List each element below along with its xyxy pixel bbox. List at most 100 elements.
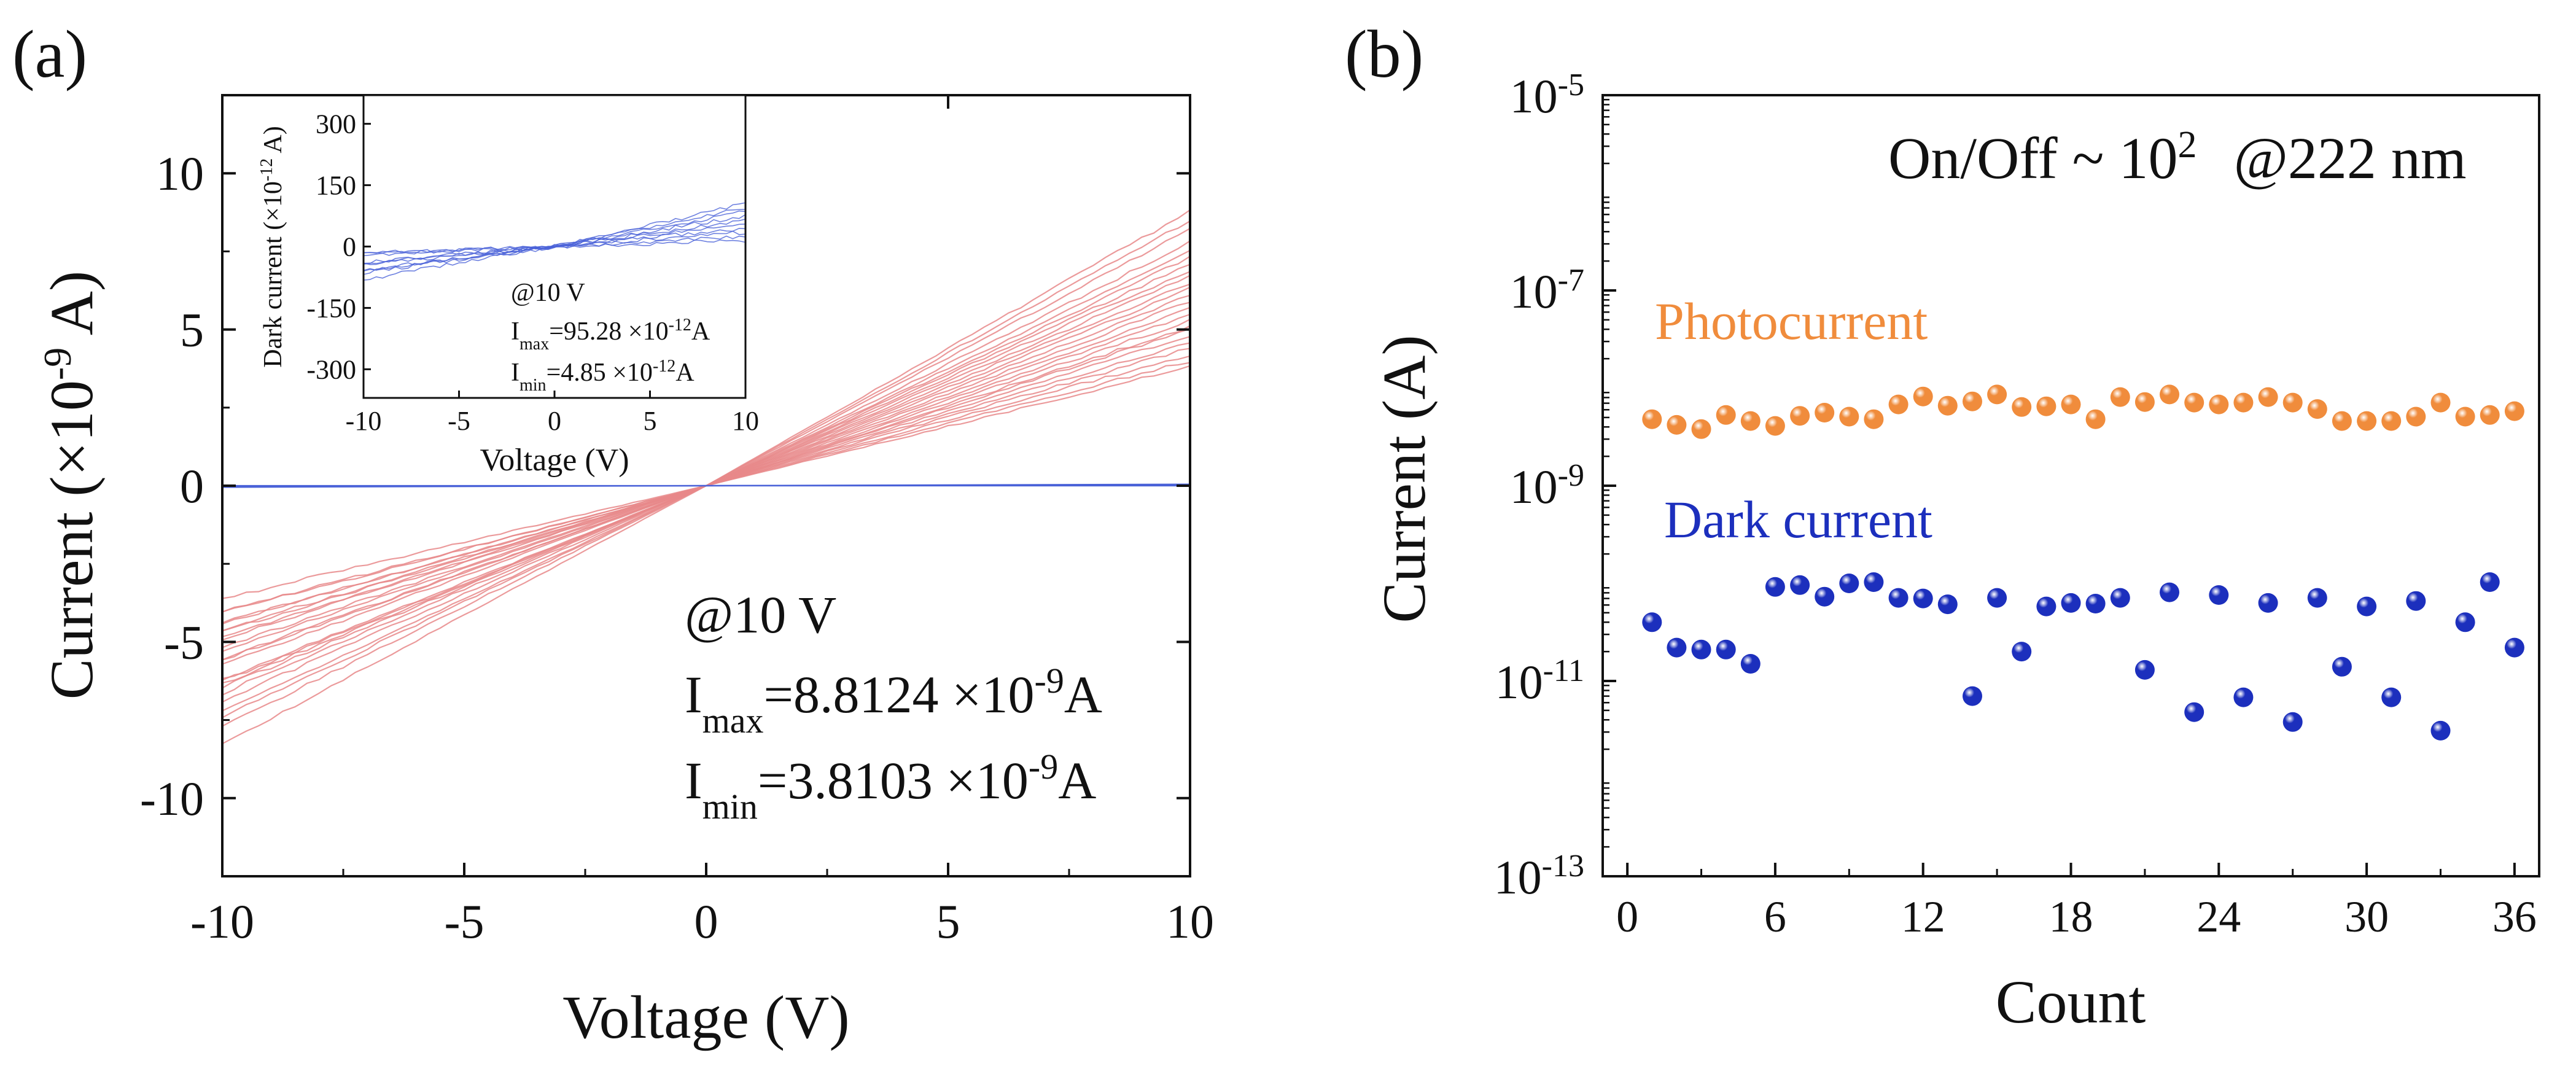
photocurrent-point [1765, 416, 1785, 436]
dark-current-point [2455, 612, 2475, 632]
inset-y-tick-label: 0 [343, 232, 356, 262]
photocurrent-point [2012, 397, 2032, 417]
inset-y-tick-label: -300 [306, 354, 356, 384]
x-tick-label: 6 [1764, 892, 1786, 941]
x-tick-label: 24 [2197, 892, 2241, 941]
dark-current-point [2233, 687, 2254, 707]
panel-a-plot-area [222, 209, 1191, 745]
photocurrent-iv-curve [222, 365, 1191, 624]
photocurrent-point [2504, 401, 2524, 421]
dark-current-point [2209, 585, 2229, 605]
y-tick-label: -10 [140, 772, 204, 825]
x-tick-label: 0 [1616, 892, 1638, 941]
photocurrent-point [2209, 394, 2229, 414]
inset-dark-current-curve [364, 230, 746, 255]
dark-current-point [1839, 574, 1859, 593]
dark-current-point [2012, 642, 2032, 662]
photocurrent-point [2307, 399, 2327, 419]
dark-current-point [2258, 593, 2278, 613]
dark-current-point [1815, 586, 1835, 607]
y-tick-label: 10-13 [1494, 849, 1584, 905]
panel-a-inset: -10 -5 0 5 10 -300 -150 0 150 300 Dark current (… [257, 94, 759, 478]
y-tick-label: 10 [156, 147, 204, 200]
photocurrent-point [2480, 405, 2500, 425]
inset-dark-current-curve [363, 239, 746, 254]
panel-b-frame [1601, 94, 2540, 877]
x-tick-label: 0 [695, 895, 718, 948]
x-tick-label: 10 [1166, 895, 1214, 948]
dark-current-point [2332, 656, 2352, 677]
y-tick-label: 10-9 [1510, 458, 1584, 514]
inset-plot-area [363, 202, 746, 281]
photocurrent-point [2085, 409, 2106, 429]
dark-current-point [2036, 596, 2057, 617]
dark-current-point [1740, 654, 1761, 674]
dark-current-point [1888, 588, 1909, 608]
x-tick-label: -10 [190, 895, 254, 948]
photocurrent-point [2282, 392, 2303, 413]
dark-current-point [1913, 588, 1933, 609]
panel-a-xlabel: Voltage (V) [562, 983, 849, 1051]
dark-current-point [2307, 588, 2327, 608]
dark-current-point [1691, 639, 1711, 659]
photocurrent-point [1888, 394, 1909, 414]
photocurrent-point [1667, 414, 1687, 435]
photocurrent-point [2110, 387, 2130, 407]
inset-y-ticks: -300 -150 0 150 300 [306, 109, 371, 384]
dark-current-point [2061, 593, 2081, 613]
inset-x-tick-label: 5 [644, 406, 657, 436]
inset-y-tick-label: 300 [316, 109, 356, 139]
panel-a-y-ticks: -10 -5 0 5 10 [140, 147, 1190, 825]
photocurrent-point [1839, 407, 1859, 427]
photocurrent-point [2357, 411, 2377, 431]
photocurrent-point [1987, 384, 2007, 405]
photocurrent-point [2332, 411, 2352, 431]
photocurrent-point [2184, 392, 2204, 413]
photocurrent-point [2430, 392, 2451, 413]
inset-x-tick-label: 10 [732, 406, 759, 436]
panel-a: (a) Current (×10-9 A) -10 -5 0 5 10 -10 -5 0 5 1… [12, 17, 1214, 1051]
dark-current-point [2430, 720, 2451, 741]
x-tick-label: 36 [2492, 892, 2537, 941]
photocurrent-point [2134, 392, 2155, 412]
photocurrent-point [1790, 406, 1810, 426]
inset-x-tick-label: 0 [548, 406, 561, 436]
panel-b-onoff-annotation: On/Off ~ 102 @222 nm [1888, 124, 2467, 191]
y-tick-label: 10-7 [1510, 263, 1584, 319]
photocurrent-point [2406, 407, 2426, 427]
y-tick-label: -5 [164, 615, 204, 669]
dark-current-point [2406, 591, 2426, 611]
panel-b-axes [1601, 94, 2540, 877]
dark-current-point [1716, 639, 1736, 659]
panel-a-label: (a) [12, 17, 87, 91]
photocurrent-point [1691, 419, 1711, 439]
inset-xlabel: Voltage (V) [480, 443, 629, 478]
photocurrent-point [2233, 392, 2254, 413]
inset-annotation-imin: Imin=4.85 ×10-12A [511, 357, 695, 395]
inset-x-ticks: -10 -5 0 5 10 [346, 391, 759, 436]
inset-ylabel: Dark current (×10-12 A) [257, 126, 288, 367]
x-tick-label: 5 [936, 895, 960, 948]
dark-current-point [2160, 582, 2179, 602]
y-tick-label: 10-5 [1510, 68, 1584, 123]
dark-current-point [2282, 712, 2303, 732]
panel-b-x-ticks: 0 6 12 18 24 30 36 [1616, 863, 2537, 941]
photocurrent-point [2455, 407, 2475, 427]
panel-a-ylabel: Current (×10-9 A) [36, 271, 106, 699]
dark-current-point [1937, 594, 1958, 615]
panel-a-annotation: @10 V Imax=8.8124 ×10-9A Imin=3.8103 ×10… [685, 585, 1102, 827]
photocurrent-point [1864, 409, 1884, 429]
panel-a-annotation-bias: @10 V [685, 585, 836, 644]
photocurrent-point [1963, 391, 1982, 411]
dark-current-point [2357, 596, 2377, 617]
panel-a-x-ticks: -10 -5 0 5 10 [190, 95, 1214, 948]
panel-b-xlabel: Count [1996, 968, 2146, 1036]
y-tick-label: 5 [180, 303, 204, 357]
inset-y-tick-label: 150 [316, 171, 356, 201]
photocurrent-point [1740, 411, 1761, 431]
panel-b-ylabel: Current (A) [1370, 335, 1438, 623]
x-tick-label: -5 [445, 895, 484, 948]
panel-a-annotation-imax: Imax=8.8124 ×10-9A [685, 661, 1102, 741]
dark-current-point [1987, 588, 2007, 608]
photocurrent-point [1642, 409, 1662, 429]
